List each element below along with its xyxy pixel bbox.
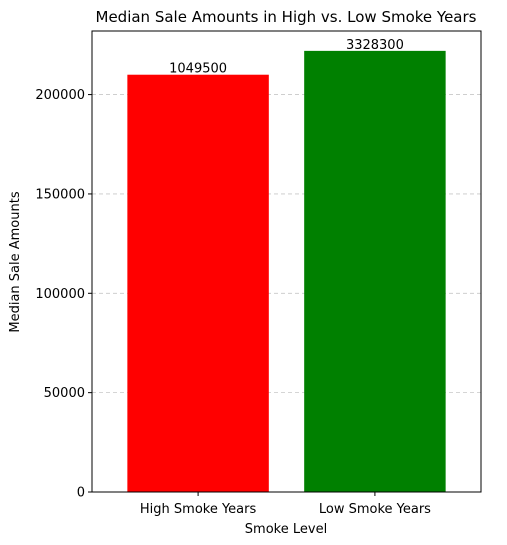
plot-frame	[91, 30, 482, 493]
bar-data-label: 3328300	[346, 38, 404, 53]
chart-title: Median Sale Amounts in High vs. Low Smok…	[96, 8, 477, 26]
y-tick-label: 100000	[35, 287, 85, 302]
bars	[127, 50, 446, 492]
x-axis-label: Smoke Level	[245, 522, 327, 537]
bar	[304, 50, 446, 492]
y-tick-label: 50000	[44, 386, 85, 401]
y-axis-ticks: 0 50000 100000 150000 200000	[35, 88, 92, 501]
y-tick-label: 0	[77, 486, 85, 501]
y-tick-label: 150000	[35, 187, 85, 202]
y-tick-label: 200000	[35, 88, 85, 103]
y-axis-label: Median Sale Amounts	[8, 191, 23, 332]
bar-data-label: 1049500	[169, 62, 227, 77]
x-tick-label: Low Smoke Years	[319, 502, 431, 517]
data-labels: 1049500 3328300	[169, 38, 404, 77]
bar	[127, 74, 269, 492]
x-tick-label: High Smoke Years	[140, 502, 257, 517]
x-axis-ticks: High Smoke Years Low Smoke Years	[140, 492, 431, 517]
